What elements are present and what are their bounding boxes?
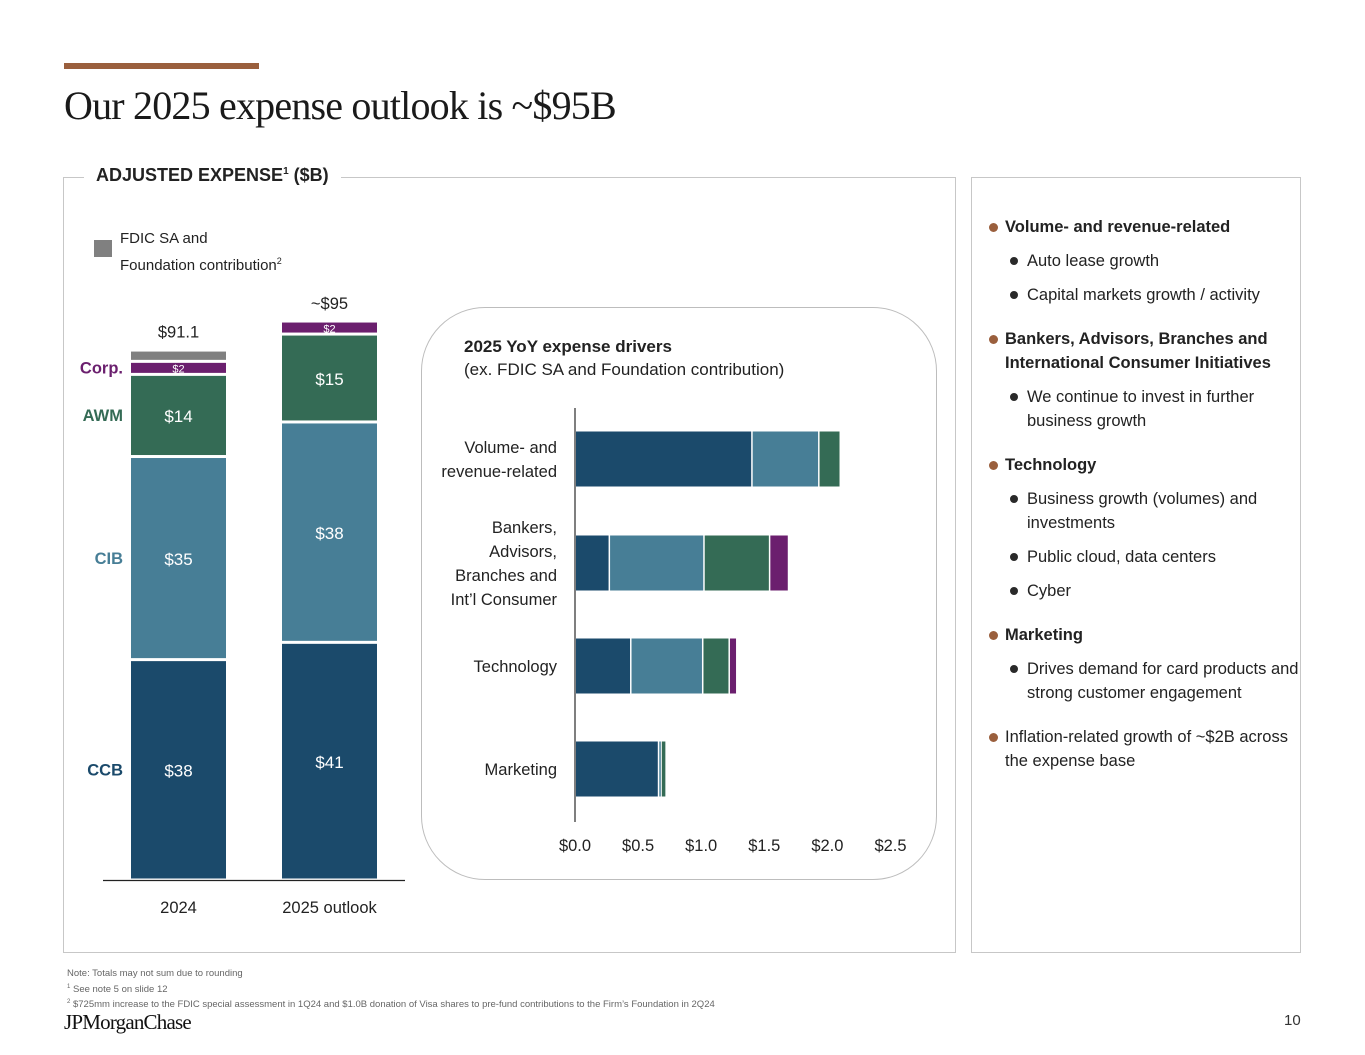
drivers-chart-subtitle: (ex. FDIC SA and Foundation contribution… [464, 360, 785, 379]
bar-total-label-2024: $91.1 [158, 324, 199, 342]
adjusted-expense-panel [63, 177, 956, 953]
category-label-marketing: Marketing [485, 761, 557, 779]
x-tick-label-5: $2.5 [874, 837, 906, 855]
bar-segment-ccb-volume-and-revenue-related [576, 431, 752, 487]
jpmorganchase-logo: JPMorganChase [64, 1010, 192, 1034]
bar-segment-cib-2025-outlook [282, 423, 377, 641]
category-label-bankers-advisors-branches-and-int-l-consumer: Bankers, [492, 519, 557, 537]
category-label-volume-and-revenue-related: revenue-related [441, 463, 557, 481]
category-label-bankers-advisors-branches-and-int-l-consumer: Branches and [455, 567, 557, 585]
segment-label-cib-2024: $35 [164, 550, 192, 569]
category-label-technology: Technology [474, 658, 558, 676]
legend-line2: Foundation contribution [120, 257, 277, 274]
footnote-1-text: See note 5 on slide 12 [70, 983, 168, 995]
panel-title: ADJUSTED EXPENSE1 ($B) [84, 165, 341, 186]
bullet-inflation-related-growth-of-2b: Inflation-related growth of ~$2B across … [989, 725, 1299, 773]
footnotes: Note: Totals may not sum due to rounding… [67, 968, 715, 1012]
bar-segment-corp-2025-outlook [282, 322, 377, 333]
footnote-1: 1 See note 5 on slide 12 [67, 981, 715, 997]
expense-drivers-bar-chart: Volume- and revenue-related Bankers, Adviso… [441, 408, 907, 855]
bar-segment-awm-2024 [131, 375, 226, 456]
page-title: Our 2025 expense outlook is ~$95B [64, 83, 617, 128]
commentary-panel [971, 177, 1301, 953]
bar-segment-awm-bankers-advisors-branches-and-int-l-consumer [704, 535, 769, 591]
segment-label-awm-2024: $14 [164, 407, 192, 426]
bar-segment-awm-volume-and-revenue-related [819, 431, 840, 487]
bar-segment-ccb-bankers-advisors-branches-and-int-l-consumer [576, 535, 609, 591]
footnote-rounding: Note: Totals may not sum due to rounding [67, 968, 243, 979]
segment-label-ccb-2025-outlook: $41 [315, 753, 343, 772]
bar-segment-ccb-technology [576, 638, 631, 694]
sub-bullet: Public cloud, data centers [989, 545, 1299, 569]
sub-bullet: Drives demand for card products and stro… [989, 657, 1299, 705]
bar-segment-ccb-marketing [576, 741, 658, 797]
footnote-1-marker: 1 [67, 983, 71, 990]
bar-segment-awm-2025-outlook [282, 335, 377, 421]
bar-segment-ccb-2025-outlook [282, 643, 377, 879]
legend-label-fdic: FDIC SA and Foundation contribution2 [120, 228, 282, 277]
adjusted-expense-stacked-chart: $38 $35 $14 $2 $91.1 2024 $41 $38 $15 $2 ~$95 2025 … [80, 295, 405, 917]
bar-segment-corp-technology [729, 638, 737, 694]
segment-label-corp-2025-outlook: $2 [323, 323, 335, 335]
title-accent-bar [64, 63, 259, 69]
bar-segment-awm-marketing [661, 741, 666, 797]
legend-footnote: 2 [276, 256, 282, 266]
bullet-technology: Technology [989, 453, 1299, 477]
category-label-volume-and-revenue-related: Volume- and [464, 439, 557, 457]
panel-title-footnote: 1 [283, 166, 289, 177]
footnote-2-text: $725mm increase to the FDIC special asse… [70, 999, 715, 1011]
bar-segment-cib-marketing [659, 741, 661, 797]
segment-label-awm-2025-outlook: $15 [315, 370, 343, 389]
x-tick-label-4: $2.0 [811, 837, 843, 855]
segment-label-cib-2025-outlook: $38 [315, 524, 343, 543]
x-tick-label-0: $0.0 [559, 837, 591, 855]
bullet-bankers-advisors-branches-and-: Bankers, Advisors, Branches and Internat… [989, 327, 1299, 375]
x-tick-label-3: $1.5 [748, 837, 780, 855]
bar-segment-ccb-2024 [131, 661, 226, 879]
bar-segment-corp-bankers-advisors-branches-and-int-l-consumer [770, 535, 788, 591]
segment-name-corp: Corp. [80, 360, 123, 378]
panel-title-text: ADJUSTED EXPENSE [96, 165, 284, 185]
bar-segment-fdic-sa-and-foundation-contribution-2024 [131, 351, 226, 360]
segment-name-cib: CIB [95, 550, 124, 568]
sub-bullet: We continue to invest in further busines… [989, 385, 1299, 433]
x-tick-label-2: $1.0 [685, 837, 717, 855]
panel-title-unit: ($B) [288, 165, 329, 185]
category-label-bankers-advisors-branches-and-int-l-consumer: Advisors, [489, 543, 557, 561]
sub-bullet: Auto lease growth [989, 249, 1299, 273]
sub-bullet: Cyber [989, 579, 1299, 603]
bar-total-label-2025-outlook: ~$95 [311, 295, 348, 313]
category-label-2024: 2024 [160, 899, 197, 917]
footnote-2-marker: 2 [67, 999, 71, 1006]
commentary-bullets: Volume- and revenue-related Auto lease gr… [989, 215, 1299, 773]
expense-drivers-box [421, 307, 937, 880]
bullet-marketing: Marketing [989, 623, 1299, 647]
bar-segment-cib-volume-and-revenue-related [752, 431, 819, 487]
segment-label-corp-2024: $2 [172, 364, 184, 376]
segment-name-ccb: CCB [87, 762, 123, 780]
bar-segment-cib-2024 [131, 458, 226, 659]
bar-segment-awm-technology [703, 638, 729, 694]
drivers-chart-title: 2025 YoY expense drivers [464, 337, 672, 356]
footnote-2: 2 $725mm increase to the FDIC special as… [67, 996, 715, 1012]
page-number: 10 [1284, 1012, 1301, 1029]
segment-label-ccb-2024: $38 [164, 762, 192, 781]
bullet-volume-and-revenue-related: Volume- and revenue-related [989, 215, 1299, 239]
x-tick-label-1: $0.5 [622, 837, 654, 855]
category-label-2025-outlook: 2025 outlook [282, 899, 377, 917]
legend-swatch-fdic [94, 240, 112, 257]
category-label-bankers-advisors-branches-and-int-l-consumer: Int’l Consumer [451, 591, 558, 609]
bar-segment-cib-technology [631, 638, 702, 694]
bar-segment-corp-2024 [131, 362, 226, 373]
sub-bullet: Capital markets growth / activity [989, 283, 1299, 307]
segment-name-awm: AWM [83, 407, 123, 425]
bar-segment-cib-bankers-advisors-branches-and-int-l-consumer [610, 535, 704, 591]
legend-line1: FDIC SA and [120, 230, 208, 247]
sub-bullet: Business growth (volumes) and investment… [989, 487, 1299, 535]
